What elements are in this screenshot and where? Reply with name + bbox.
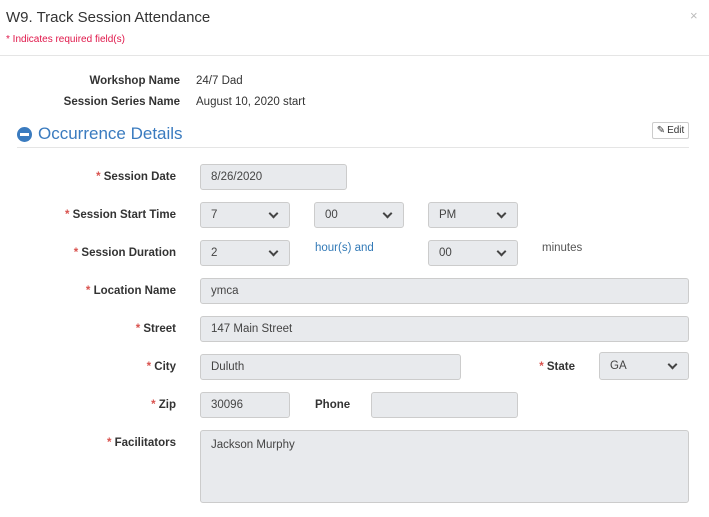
duration-label: * Session Duration <box>73 247 176 259</box>
city-input[interactable]: Duluth <box>200 354 461 380</box>
start-time-label: * Session Start Time <box>64 209 176 221</box>
close-icon[interactable]: × <box>690 8 698 23</box>
phone-label: Phone <box>315 399 351 411</box>
hours-suffix: hour(s) and <box>315 242 374 254</box>
chevron-down-icon <box>268 246 279 256</box>
location-input[interactable]: ymca <box>200 278 689 304</box>
section-title: Occurrence Details <box>38 124 183 143</box>
start-hour-select[interactable]: 7 <box>200 202 290 228</box>
chevron-down-icon <box>496 208 507 218</box>
session-series-label: Session Series Name <box>63 96 180 108</box>
chevron-down-icon <box>382 208 393 218</box>
minutes-suffix: minutes <box>542 242 583 254</box>
street-input[interactable]: 147 Main Street <box>200 316 689 342</box>
state-select[interactable]: GA <box>599 352 689 380</box>
duration-hours-select[interactable]: 2 <box>200 240 290 266</box>
state-label: * State <box>539 361 575 373</box>
phone-input[interactable] <box>371 392 518 418</box>
dialog-title: W9. Track Session Attendance <box>6 9 211 26</box>
street-label: * Street <box>135 323 176 335</box>
city-label: * City <box>146 361 176 373</box>
session-series-value: August 10, 2020 start <box>196 96 306 108</box>
minus-circle-icon <box>17 126 32 142</box>
start-ampm-select[interactable]: PM <box>428 202 518 228</box>
facilitators-textarea[interactable]: Jackson Murphy <box>200 430 689 503</box>
pencil-icon: ✎ <box>656 125 666 136</box>
edit-label: Edit <box>667 125 685 136</box>
session-date-label: * Session Date <box>96 171 176 183</box>
occurrence-details-toggle[interactable]: Occurrence Details <box>17 124 183 144</box>
session-date-input[interactable]: 8/26/2020 <box>200 164 347 190</box>
location-label: * Location Name <box>85 285 176 297</box>
section-divider <box>17 147 689 148</box>
duration-minutes-select[interactable]: 00 <box>428 240 518 266</box>
workshop-name-label: Workshop Name <box>89 75 180 87</box>
chevron-down-icon <box>667 359 678 369</box>
facilitators-label: * Facilitators <box>106 437 176 449</box>
chevron-down-icon <box>268 208 279 218</box>
required-note: * Indicates required field(s) <box>6 34 125 45</box>
edit-button[interactable]: ✎ Edit <box>652 122 689 139</box>
divider <box>0 55 709 56</box>
workshop-name-value: 24/7 Dad <box>196 75 243 87</box>
chevron-down-icon <box>496 246 507 256</box>
zip-label: * Zip <box>151 399 176 411</box>
zip-input[interactable]: 30096 <box>200 392 290 418</box>
start-minute-select[interactable]: 00 <box>314 202 404 228</box>
